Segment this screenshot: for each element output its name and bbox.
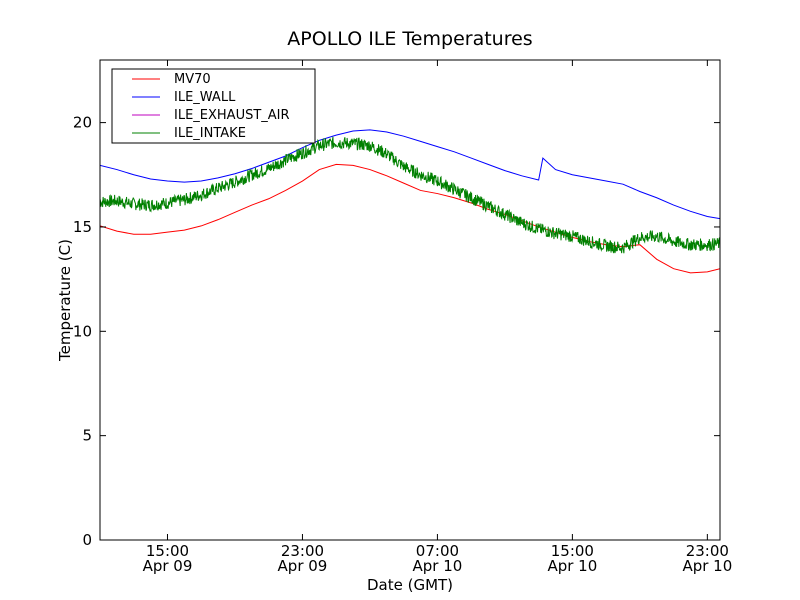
x-tick-label-time: 15:00 — [146, 542, 189, 560]
x-tick-label-time: 07:00 — [416, 542, 459, 560]
x-tick-label-date: Apr 10 — [413, 557, 463, 575]
x-tick-label-date: Apr 09 — [278, 557, 328, 575]
legend-label: ILE_EXHAUST_AIR — [174, 108, 290, 123]
x-tick-label-date: Apr 10 — [682, 557, 732, 575]
legend: MV70 ILE_WALL ILE_EXHAUST_AIR ILE_INTAKE — [111, 68, 316, 144]
x-axis-label: Date (GMT) — [367, 576, 453, 594]
y-tick-label: 10 — [73, 322, 92, 340]
series-line-ile-wall — [100, 129, 720, 220]
y-tick-label: 20 — [73, 114, 92, 132]
y-tick-label: 5 — [82, 427, 92, 445]
legend-box — [111, 68, 316, 144]
x-tick-label-time: 23:00 — [686, 542, 729, 560]
plot-frame — [99, 59, 721, 541]
y-tick-label: 15 — [73, 218, 92, 236]
legend-label: MV70 — [174, 72, 211, 87]
x-tick-label-date: Apr 09 — [143, 557, 193, 575]
series-line-mv70 — [100, 163, 720, 274]
y-tick-label: 0 — [82, 531, 92, 549]
x-tick-label-date: Apr 10 — [547, 557, 597, 575]
x-tick-label-time: 15:00 — [551, 542, 594, 560]
legend-label: ILE_WALL — [174, 90, 236, 105]
series-line-ile-intake — [100, 136, 720, 254]
y-axis-label: Temperature (C) — [56, 239, 74, 362]
x-tick-label-time: 23:00 — [281, 542, 324, 560]
chart-title: APOLLO ILE Temperatures — [287, 28, 532, 50]
legend-label: ILE_INTAKE — [174, 126, 246, 141]
